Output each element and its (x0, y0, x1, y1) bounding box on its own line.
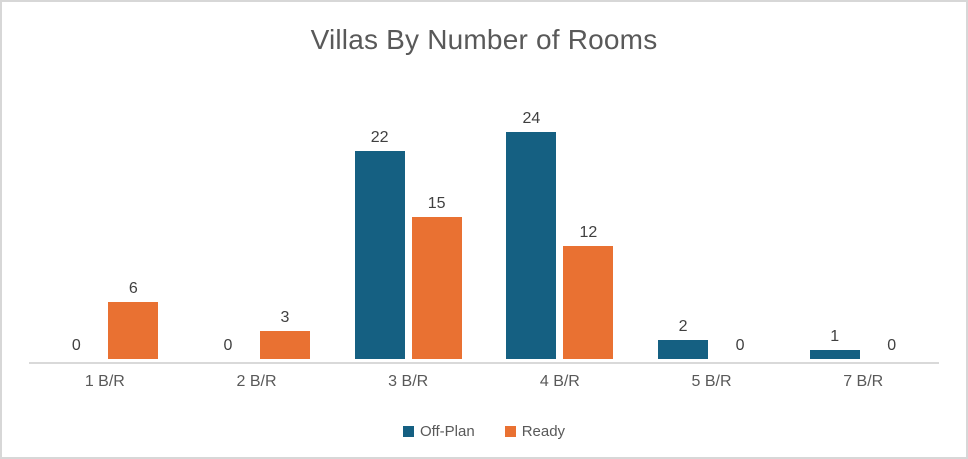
bar-slot-off-plan-4-b-r: 24 (506, 110, 557, 359)
bar-slot-off-plan-7-b-r: 1 (809, 327, 860, 359)
bar-ready-4-b-r (563, 245, 614, 359)
bar-off-plan-7-b-r (809, 349, 860, 359)
data-label-off-plan-5-b-r: 2 (678, 318, 688, 336)
bar-slot-ready-7-b-r: 0 (867, 338, 917, 359)
bar-ready-1-b-r (108, 302, 159, 359)
x-axis-label-1-b-r: 1 B/R (84, 373, 125, 390)
data-label-off-plan-4-b-r: 24 (522, 110, 541, 128)
bar-slot-ready-4-b-r: 12 (563, 223, 614, 359)
bar-ready-3-b-r (411, 217, 462, 359)
bar-group-3-b-r: 22 15 (332, 82, 484, 359)
legend-item-ready: Ready (504, 423, 566, 440)
data-label-ready-4-b-r: 12 (579, 223, 598, 241)
bar-slot-off-plan-5-b-r: 2 (658, 318, 709, 359)
x-axis-label-3-b-r: 3 B/R (388, 373, 429, 390)
x-axis: 1 B/R 2 B/R 3 B/R 4 B/R 5 B/R 7 B/R (29, 373, 939, 391)
legend: Off-Plan Ready (2, 423, 966, 440)
data-label-off-plan-7-b-r: 1 (830, 327, 840, 345)
legend-swatch-icon-ready (504, 426, 516, 437)
bar-slot-off-plan-2-b-r: 0 (203, 338, 253, 359)
data-label-off-plan-1-b-r: 0 (71, 337, 81, 354)
bar-slot-ready-5-b-r: 0 (715, 338, 765, 359)
legend-swatch-icon-off-plan (402, 426, 414, 437)
bar-off-plan-5-b-r (658, 340, 709, 359)
legend-item-off-plan: Off-Plan (402, 423, 475, 440)
x-axis-label-4-b-r: 4 B/R (539, 373, 580, 390)
legend-label-ready: Ready (521, 423, 566, 440)
data-label-off-plan-3-b-r: 22 (370, 129, 389, 147)
x-axis-label-7-b-r: 7 B/R (843, 373, 884, 390)
bar-off-plan-4-b-r (506, 132, 557, 359)
data-label-off-plan-2-b-r: 0 (223, 337, 233, 354)
bar-slot-ready-2-b-r: 3 (260, 308, 310, 359)
bar-slot-off-plan-3-b-r: 22 (354, 129, 405, 359)
x-axis-label-5-b-r: 5 B/R (691, 373, 732, 390)
data-label-ready-7-b-r: 0 (887, 337, 897, 354)
plot-area: 0 6 0 3 22 15 24 12 2 0 1 0 (29, 82, 939, 359)
bar-off-plan-3-b-r (354, 151, 405, 359)
data-label-ready-3-b-r: 15 (427, 195, 446, 213)
data-label-ready-5-b-r: 0 (735, 337, 745, 354)
bar-group-4-b-r: 24 12 (484, 82, 636, 359)
bar-slot-ready-3-b-r: 15 (411, 195, 462, 359)
bar-slot-ready-1-b-r: 6 (108, 280, 159, 359)
bar-slot-off-plan-1-b-r: 0 (51, 338, 101, 359)
bar-ready-2-b-r (260, 330, 310, 359)
data-label-ready-1-b-r: 6 (128, 280, 138, 298)
x-axis-line (29, 362, 939, 364)
legend-label-off-plan: Off-Plan (419, 423, 475, 440)
chart-title: Villas By Number of Rooms (310, 24, 658, 55)
x-axis-label-2-b-r: 2 B/R (236, 373, 277, 390)
data-label-ready-2-b-r: 3 (280, 308, 290, 326)
